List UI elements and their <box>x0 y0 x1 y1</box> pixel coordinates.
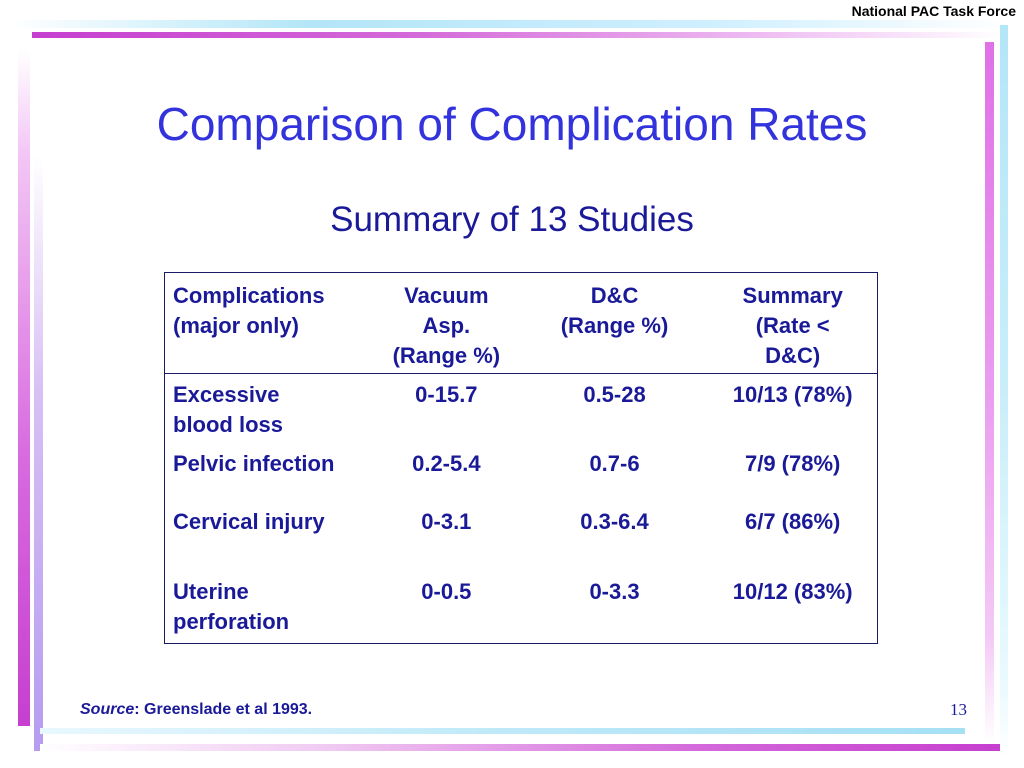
source-citation: Source: Greenslade et al 1993. <box>80 701 312 719</box>
header-line: (Rate < <box>755 313 830 338</box>
table-row: Pelvic infection 0.2-5.4 0.7-6 7/9 (78%) <box>165 443 877 501</box>
header-line: Asp. <box>422 313 471 338</box>
header-line: Summary <box>742 283 843 308</box>
header-line: (Range %) <box>392 343 501 368</box>
header-line: (major only) <box>173 313 299 338</box>
page-number: 13 <box>950 700 967 719</box>
cell-line: Uterine <box>173 579 249 604</box>
header-line: Complications <box>173 283 325 308</box>
cell-summary: 6/7 (86%) <box>744 509 841 534</box>
header-line: (Range %) <box>560 313 669 338</box>
header-complications: Complications (major only) <box>165 273 372 373</box>
cell-line: Pelvic infection <box>173 451 335 476</box>
decorative-bar-right-magenta <box>985 42 994 742</box>
complication-rates-table: Complications (major only) Vacuum Asp. (… <box>164 272 878 644</box>
cell-line: Excessive <box>173 381 280 407</box>
cell-line: blood loss <box>173 411 283 437</box>
table-row: Cervical injury 0-3.1 0.3-6.4 6/7 (86%) <box>165 501 877 571</box>
table-row: Uterine perforation 0-0.5 0-3.3 10/12 (8… <box>165 571 877 643</box>
cell-vacuum: 0.2-5.4 <box>412 451 481 476</box>
organization-name: National PAC Task Force <box>851 3 1016 19</box>
cell-line: Cervical injury <box>173 509 325 534</box>
cell-complication: Uterine perforation <box>165 571 372 643</box>
decorative-bar-bottom-light <box>40 728 965 734</box>
cell-line: perforation <box>173 609 290 634</box>
cell-dc: 0.5-28 <box>583 381 646 407</box>
cell-vacuum: 0-3.1 <box>421 509 472 534</box>
cell-vacuum: 0-15.7 <box>415 381 478 407</box>
decorative-bar-left-magenta <box>18 50 30 726</box>
table-row: Excessive blood loss 0-15.7 0.5-28 10/13… <box>165 373 877 443</box>
cell-vacuum: 0-0.5 <box>421 579 472 604</box>
source-separator: : <box>134 701 140 718</box>
decorative-bar-right-light <box>1000 25 1008 760</box>
header-dc: D&C (Range %) <box>521 273 709 373</box>
decorative-bar-left-light <box>34 155 43 751</box>
cell-summary: 7/9 (78%) <box>744 451 841 476</box>
decorative-bar-top-magenta <box>32 32 1002 38</box>
header-line: Vacuum <box>404 283 489 308</box>
cell-summary: 10/13 (78%) <box>732 381 853 407</box>
header-line: D&C <box>590 283 639 308</box>
source-text: Greenslade et al 1993. <box>139 701 313 718</box>
slide-subtitle: Summary of 13 Studies <box>330 200 694 239</box>
header-line: D&C) <box>765 343 821 368</box>
cell-complication: Cervical injury <box>165 501 372 571</box>
cell-dc: 0.3-6.4 <box>580 509 649 534</box>
cell-summary: 10/12 (83%) <box>732 579 853 604</box>
decorative-bar-top-light <box>10 20 1010 28</box>
cell-dc: 0-3.3 <box>589 579 640 604</box>
decorative-bar-bottom-magenta <box>40 744 1000 751</box>
cell-complication: Excessive blood loss <box>165 373 372 443</box>
header-vacuum: Vacuum Asp. (Range %) <box>372 273 521 373</box>
cell-complication: Pelvic infection <box>165 443 372 501</box>
header-summary: Summary (Rate < D&C) <box>708 273 877 373</box>
slide-title: Comparison of Complication Rates <box>156 98 868 150</box>
cell-dc: 0.7-6 <box>589 451 640 476</box>
table-header-row: Complications (major only) Vacuum Asp. (… <box>165 273 877 373</box>
source-label: Source <box>80 701 135 718</box>
